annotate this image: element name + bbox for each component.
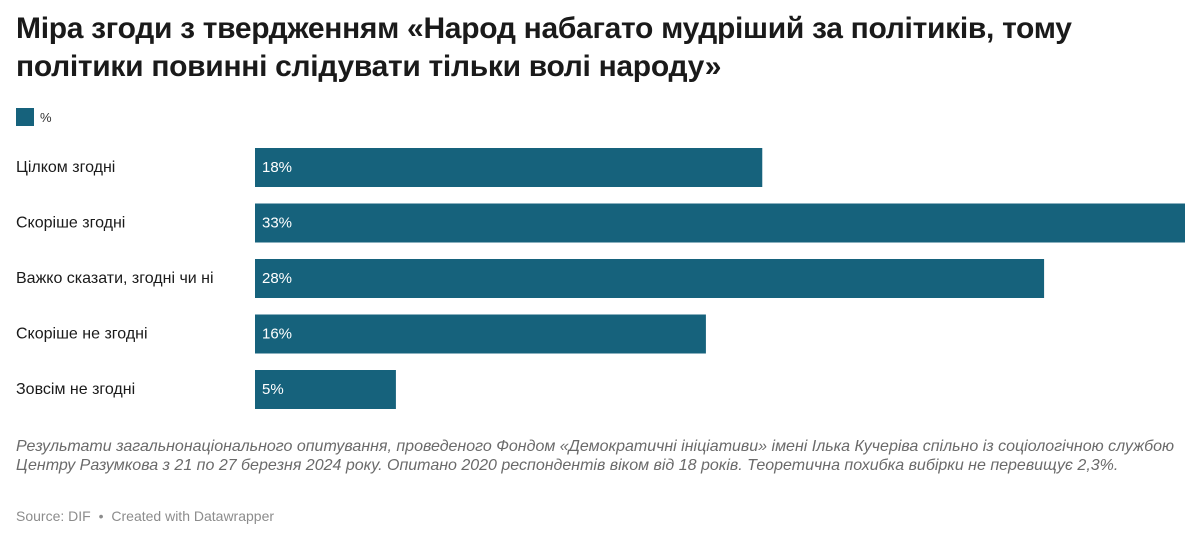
bar-value-label: 33%: [262, 215, 292, 232]
bar-value-label: 5%: [262, 381, 284, 398]
bar: [255, 370, 396, 409]
bar: [255, 203, 1185, 243]
source-separator: •: [98, 508, 104, 524]
bar-value-label: 16%: [262, 326, 292, 343]
chart-title: Міра згоди з твердженням «Народ набагато…: [16, 12, 1072, 83]
bar: [255, 148, 763, 187]
category-label: Важко сказати, згодні чи ні: [16, 270, 214, 287]
category-label: Скоріше не згодні: [16, 326, 148, 343]
bar-value-label: 18%: [262, 159, 292, 176]
source-line: Source: DIF • Created with Datawrapper: [16, 508, 274, 524]
category-label: Цілком згодні: [16, 159, 115, 176]
bar-value-label: 28%: [262, 270, 292, 287]
category-label: Скоріше згодні: [16, 215, 125, 232]
footnote: Результати загальнонаціонального опитува…: [16, 438, 1175, 474]
source-credit: Created with Datawrapper: [111, 508, 275, 524]
legend-swatch: [16, 108, 34, 126]
bar-chart: Цілком згодні 18% Скоріше згодні 33% Важко с…: [16, 148, 1185, 409]
legend: %: [16, 107, 52, 127]
source-text: Source: DIF: [16, 508, 91, 524]
bar: [255, 314, 706, 354]
bar: [255, 259, 1045, 298]
legend-label: %: [40, 109, 52, 125]
category-label: Зовсім не згодні: [16, 381, 135, 398]
